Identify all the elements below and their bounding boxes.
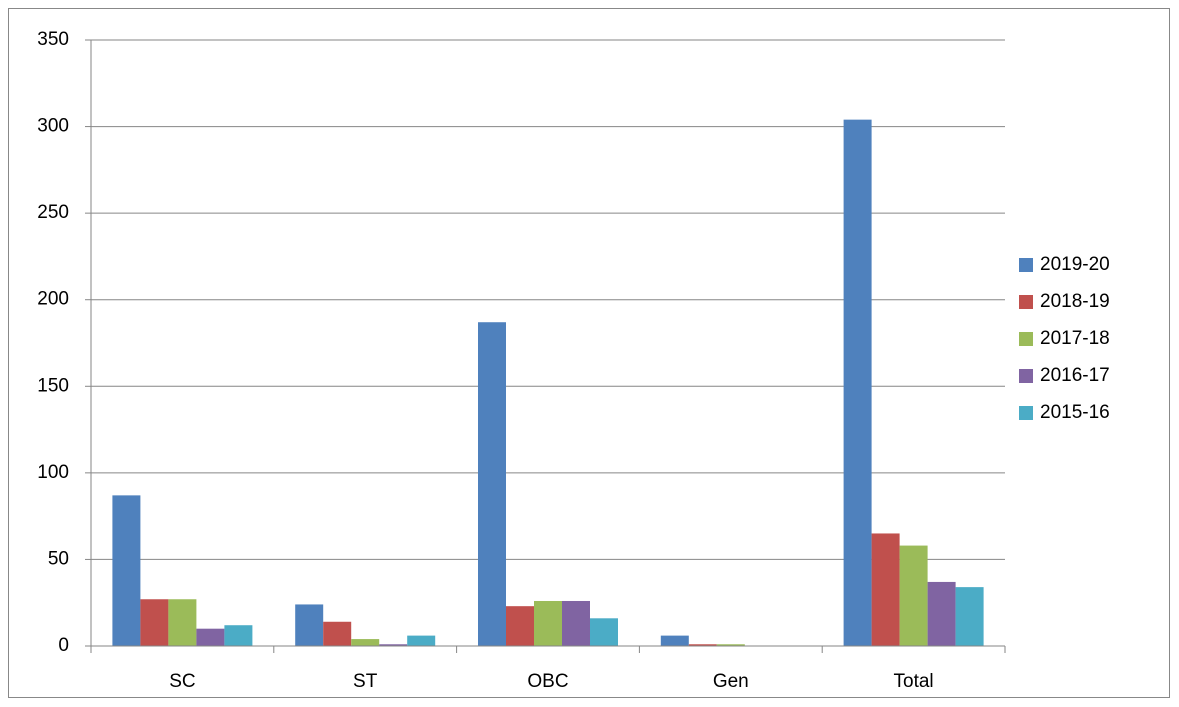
x-tick-label: ST bbox=[353, 671, 378, 692]
bar bbox=[478, 322, 506, 646]
legend-swatch bbox=[1019, 332, 1033, 346]
bar bbox=[323, 621, 352, 646]
y-tick-label: 300 bbox=[37, 116, 69, 137]
bar bbox=[224, 625, 253, 646]
legend-swatch bbox=[1019, 258, 1033, 272]
chart-border bbox=[8, 8, 1170, 698]
y-tick-label: 0 bbox=[58, 635, 69, 656]
x-tick-label: SC bbox=[169, 671, 195, 692]
x-tick-label: OBC bbox=[527, 671, 568, 692]
bar bbox=[716, 644, 745, 646]
bar bbox=[927, 581, 956, 646]
x-tick-label: Total bbox=[894, 671, 934, 692]
bar bbox=[562, 600, 590, 646]
bar bbox=[351, 639, 380, 646]
legend-label: 2015-16 bbox=[1040, 402, 1110, 423]
bar bbox=[688, 644, 717, 646]
legend-label: 2018-19 bbox=[1040, 291, 1110, 312]
bar bbox=[899, 545, 928, 646]
bar bbox=[112, 495, 141, 646]
bar bbox=[955, 587, 984, 646]
y-tick-label: 150 bbox=[37, 375, 69, 396]
bar bbox=[295, 604, 324, 646]
legend-swatch bbox=[1019, 406, 1033, 420]
bar bbox=[196, 628, 225, 646]
bar bbox=[871, 533, 900, 646]
x-tick-label: Gen bbox=[713, 671, 749, 692]
y-tick-label: 100 bbox=[37, 462, 69, 483]
bar bbox=[506, 606, 534, 646]
legend-label: 2019-20 bbox=[1040, 254, 1110, 275]
legend-label: 2017-18 bbox=[1040, 328, 1110, 349]
legend-label: 2016-17 bbox=[1040, 365, 1110, 386]
bar bbox=[168, 599, 197, 646]
y-tick-label: 50 bbox=[48, 548, 69, 569]
bar bbox=[534, 600, 562, 646]
y-tick-label: 200 bbox=[37, 289, 69, 310]
bar bbox=[407, 635, 436, 646]
bar bbox=[140, 599, 169, 646]
legend-swatch bbox=[1019, 369, 1033, 383]
bar bbox=[379, 644, 408, 646]
y-tick-label: 350 bbox=[37, 29, 69, 50]
y-tick-label: 250 bbox=[37, 202, 69, 223]
bar bbox=[843, 119, 872, 647]
legend-swatch bbox=[1019, 295, 1033, 309]
bar bbox=[660, 635, 689, 646]
bar bbox=[590, 618, 618, 646]
